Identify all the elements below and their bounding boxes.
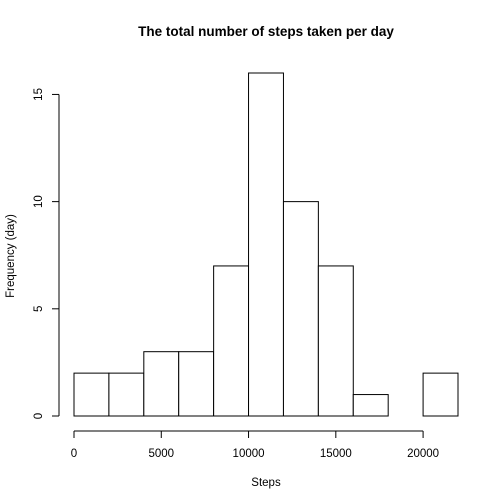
histogram-bar [178,351,215,417]
y-tick-label: 5 [33,306,45,312]
histogram-bar [317,265,354,417]
histogram-bar [422,372,459,417]
y-tick-label: 0 [33,413,45,419]
x-axis-title: Steps [251,477,281,489]
bars-layer [73,72,459,417]
x-tick-label: 20000 [407,448,439,460]
histogram-bar [282,201,319,417]
x-tick-label: 10000 [233,448,265,460]
histogram-bar [73,372,110,417]
histogram-bar [143,351,180,417]
histogram-bar [108,372,145,417]
histogram-bar [352,394,389,417]
y-axis-title: Frequency (day) [5,214,17,298]
histogram-bar [248,72,284,417]
x-tick-label: 5000 [148,448,174,460]
chart-title: The total number of steps taken per day [138,24,394,39]
histogram-bar [213,265,250,417]
y-tick-label: 15 [33,88,45,101]
x-tick-label: 0 [71,448,77,460]
x-tick-label: 15000 [320,448,352,460]
y-tick-label: 10 [33,195,45,208]
y-axis: 0 5 10 15 [33,88,60,419]
x-axis: 0 5000 10000 15000 20000 [71,430,439,460]
